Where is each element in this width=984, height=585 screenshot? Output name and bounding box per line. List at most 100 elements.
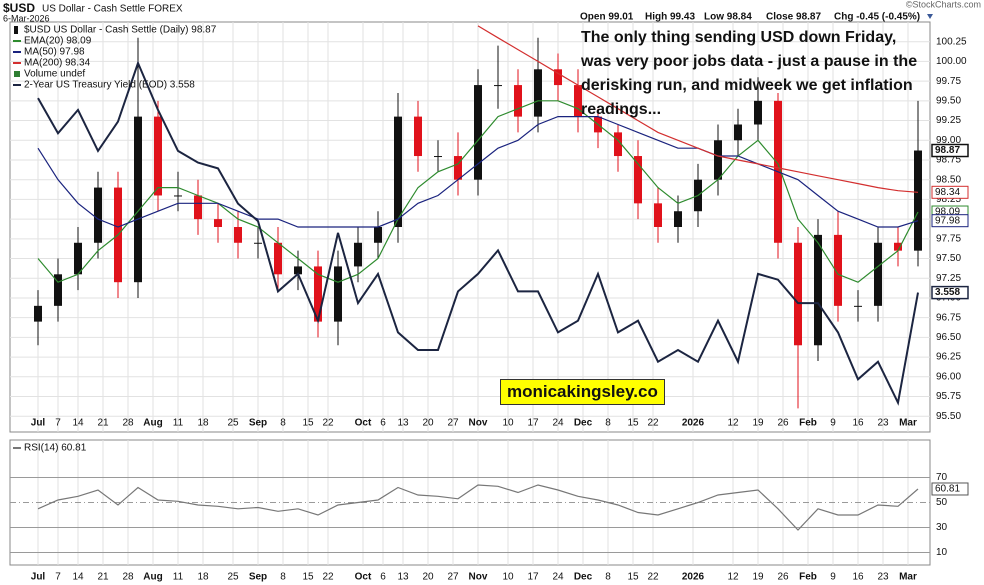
candle-body: [834, 234, 842, 306]
value-tag-box: [931, 482, 969, 496]
quote-field: High 99.43: [645, 12, 695, 23]
candle-body: [174, 195, 182, 197]
x-tick-label: 22: [647, 418, 659, 429]
candle-body: [874, 242, 882, 306]
candle-body: [894, 242, 902, 251]
y-tick-label: 50: [936, 497, 948, 508]
value-tag: 98.87: [935, 145, 960, 156]
x-tick-label: 6: [380, 572, 386, 583]
x-tick-label: Sep: [249, 572, 267, 583]
symbol: $USD: [3, 1, 35, 15]
x-tick-label: 22: [322, 572, 334, 583]
candle-body: [534, 69, 542, 117]
x-tick-label: Nov: [469, 572, 488, 583]
x-tick-label: 18: [197, 572, 209, 583]
y-tick-label: 70: [936, 472, 948, 483]
down-arrow: [927, 14, 933, 19]
candle-body: [414, 116, 422, 157]
date: 6-Mar-2026: [3, 13, 50, 23]
legend-entry: 2-Year US Treasury Yield (EOD) 3.558: [24, 80, 195, 91]
credit: ©StockCharts.com: [906, 0, 981, 9]
x-tick-label: 8: [605, 418, 611, 429]
y-tick-label: 97.50: [936, 253, 961, 264]
candle-body: [274, 242, 282, 275]
legend-entry: RSI(14) 60.81: [24, 443, 87, 454]
y-tick-label: 100.25: [936, 36, 967, 47]
candle-body: [454, 156, 462, 180]
x-tick-label: 23: [877, 418, 889, 429]
x-tick-label: Mar: [899, 572, 917, 583]
y-tick-label: 30: [936, 522, 948, 533]
y-tick-label: 99.00: [936, 135, 961, 146]
x-tick-label: Sep: [249, 418, 267, 429]
legend-swatch: [14, 71, 20, 77]
y-tick-label: 96.75: [936, 312, 961, 323]
value-tag: 98.09: [935, 207, 960, 218]
candle-body: [714, 140, 722, 180]
x-tick-label: Oct: [355, 572, 372, 583]
y-tick-label: 95.50: [936, 411, 961, 422]
candle-body: [214, 219, 222, 227]
value-tag-box: [931, 143, 969, 158]
candle-body: [154, 116, 162, 196]
quote-field: Chg -0.45 (-0.45%): [834, 12, 920, 23]
plot-area: [10, 22, 930, 432]
subtitle: US Dollar - Cash Settle FOREX: [42, 4, 183, 15]
candle-body: [74, 242, 82, 275]
x-tick-label: 8: [280, 418, 286, 429]
x-tick-label: 13: [397, 418, 409, 429]
legend-entry: EMA(20) 98.09: [24, 36, 92, 47]
x-tick-label: 20: [422, 572, 434, 583]
value-tag: 98.34: [935, 187, 960, 198]
candle-body: [654, 203, 662, 227]
x-tick-label: 21: [97, 418, 109, 429]
x-tick-label: 14: [72, 572, 84, 583]
candle-body: [554, 69, 562, 86]
series-line: [37, 484, 919, 531]
series-line: [37, 60, 919, 406]
legend-entry: MA(200) 98.34: [24, 58, 91, 69]
value-tag-box: [931, 214, 969, 228]
candle-body: [374, 227, 382, 243]
x-tick-label: 9: [830, 572, 836, 583]
candle-body: [314, 266, 322, 322]
x-tick-label: 9: [830, 418, 836, 429]
x-tick-label: 2026: [682, 572, 705, 583]
candle-body: [34, 305, 42, 322]
x-tick-label: 6: [380, 418, 386, 429]
legend-entry: $USD US Dollar - Cash Settle (Daily) 98.…: [24, 25, 217, 36]
x-tick-label: 25: [227, 418, 239, 429]
candle-body: [334, 266, 342, 322]
candle-body: [434, 156, 442, 158]
x-tick-label: 19: [752, 418, 764, 429]
x-tick-label: 8: [280, 572, 286, 583]
x-tick-label: Oct: [355, 418, 372, 429]
x-tick-label: 10: [502, 572, 514, 583]
candle-body: [234, 227, 242, 243]
candle-body: [514, 85, 522, 117]
x-tick-label: 22: [647, 572, 659, 583]
x-tick-label: 24: [552, 418, 564, 429]
candle-body: [474, 85, 482, 180]
y-tick-label: 98.75: [936, 155, 961, 166]
x-tick-label: 13: [397, 572, 409, 583]
y-tick-label: 97.25: [936, 273, 961, 284]
x-tick-label: 26: [777, 418, 789, 429]
x-tick-label: Jul: [31, 572, 46, 583]
candle-body: [754, 100, 762, 125]
x-tick-label: 15: [302, 418, 314, 429]
x-tick-label: 18: [197, 418, 209, 429]
plot-area: [10, 440, 930, 565]
candle-body: [194, 195, 202, 220]
value-tag: 60.81: [935, 484, 960, 495]
candle-body: [394, 116, 402, 227]
candle-body: [54, 274, 62, 306]
candle-body: [734, 124, 742, 141]
x-tick-label: 11: [173, 418, 184, 429]
x-tick-label: 27: [447, 572, 459, 583]
x-tick-label: 23: [877, 572, 889, 583]
candle-body: [254, 242, 262, 244]
x-tick-label: 25: [227, 572, 239, 583]
